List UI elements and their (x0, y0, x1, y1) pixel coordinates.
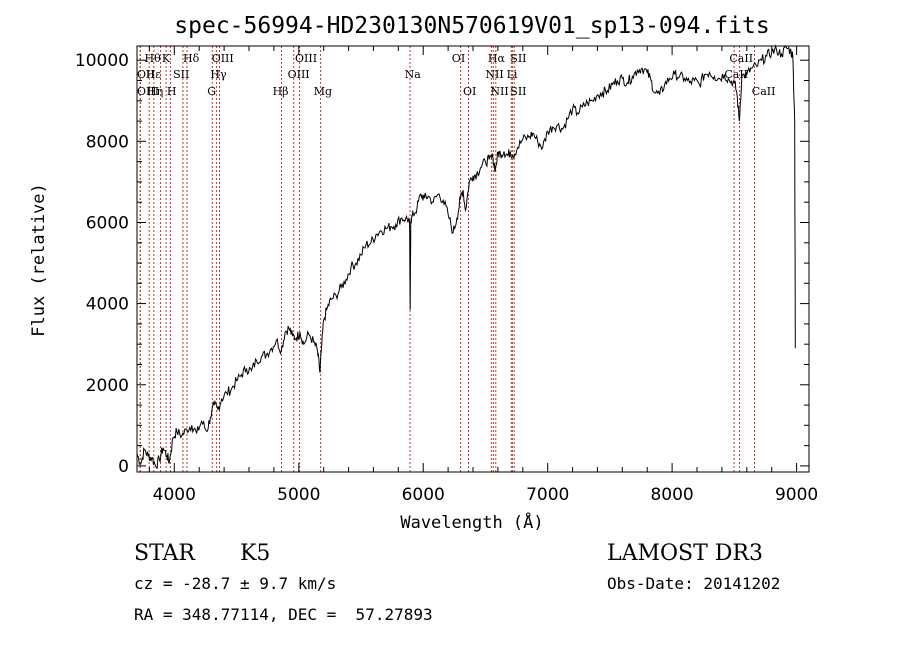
survey-name: LAMOST DR3 (607, 541, 763, 566)
axis-ticks: 4000 5000 6000 7000 8000 9000 0 2000 4000 6000 800… (75, 46, 818, 505)
line-label-16: Li (507, 68, 518, 81)
y-tick-label-0: 0 (118, 457, 129, 477)
line-label-11: SII (173, 68, 189, 81)
line-label-8: CaII (729, 52, 753, 65)
line-label-21: G (207, 85, 216, 98)
line-label-12: Hγ (210, 68, 227, 81)
x-tick-label-5: 9000 (775, 485, 818, 505)
x-tick-label-1: 5000 (277, 485, 320, 505)
line-label-24: OI (463, 85, 476, 98)
line-label-1: K (162, 52, 171, 65)
line-label-9: OII (137, 68, 155, 81)
y-tick-label-3: 6000 (86, 214, 129, 234)
object-class: STAR (134, 541, 196, 566)
line-label-3: OIII (212, 52, 234, 65)
line-label-15: NII (485, 68, 503, 81)
line-label-7: SII (510, 52, 526, 65)
x-tick-label-3: 7000 (526, 485, 569, 505)
x-tick-label-4: 8000 (650, 485, 693, 505)
line-label-27: CaII (752, 85, 776, 98)
spectrum-line (136, 44, 796, 469)
line-label-14: Na (405, 68, 422, 81)
emission-line-markers (139, 46, 755, 472)
y-tick-label-5: 10000 (75, 51, 129, 71)
line-label-0: Hθ (145, 52, 162, 65)
line-label-5: OI (452, 52, 465, 65)
x-axis-label: Wavelength (Å) (400, 511, 543, 533)
chart-title: spec-56994-HD230130N570619V01_sp13-094.f… (174, 13, 769, 39)
line-label-18: OIII (137, 85, 159, 98)
y-tick-label-2: 4000 (86, 295, 129, 315)
y-tick-label-4: 8000 (86, 132, 129, 152)
line-label-20: H (167, 85, 177, 98)
line-label-26: SII (510, 85, 526, 98)
redshift-cz: cz = -28.7 ± 9.7 km/s (134, 574, 336, 593)
y-axis-label: Flux (relative) (29, 183, 49, 337)
plot-frame (136, 45, 810, 473)
x-tick-label-0: 4000 (153, 485, 196, 505)
line-label-4: OIII (295, 52, 317, 65)
line-label-10: Hε (146, 68, 162, 81)
line-label-23: Mg (314, 85, 332, 98)
line-label-2: Hδ (183, 52, 200, 65)
line-label-13: OIII (288, 68, 310, 81)
y-tick-label-1: 2000 (86, 376, 129, 396)
object-subclass: K5 (240, 541, 270, 566)
ra-dec: RA = 348.77114, DEC = 57.27893 (134, 605, 433, 624)
obs-date: Obs-Date: 20141202 (607, 574, 780, 593)
line-label-25: NII (490, 85, 508, 98)
x-tick-label-2: 6000 (402, 485, 445, 505)
line-label-6: Hα (488, 52, 506, 65)
line-label-22: Hβ (273, 85, 289, 98)
line-label-19: Hη (147, 85, 163, 98)
